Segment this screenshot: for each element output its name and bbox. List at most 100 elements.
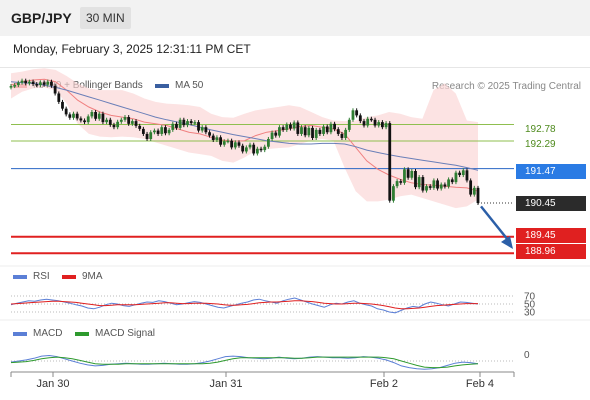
candle-body (465, 170, 469, 181)
candle-body (336, 129, 340, 134)
candle-body (259, 148, 263, 151)
candle-body (68, 114, 72, 118)
candle-body (164, 127, 167, 134)
candle-body (97, 113, 101, 119)
candle-body (222, 141, 226, 145)
candle-body (171, 123, 175, 130)
candle-body (39, 82, 42, 86)
candle-body (274, 132, 278, 136)
legend-swatch (62, 274, 76, 279)
candle-body (167, 129, 171, 134)
candle-body (105, 119, 109, 123)
legend-swatch (13, 274, 27, 279)
candle-body (24, 80, 28, 84)
legend-rsi-9ma: 9MA (62, 271, 103, 282)
candle-body (270, 132, 274, 139)
candle-body (406, 169, 410, 178)
candle-body (377, 122, 381, 126)
legend-swatch (13, 331, 27, 336)
candle-body (178, 119, 182, 128)
candle-body (134, 121, 138, 126)
candle-body (347, 119, 351, 130)
forecast-arrow-head (501, 236, 513, 249)
candle-body (362, 121, 366, 126)
candle-body (156, 130, 160, 134)
level-tag-192-29: 192.29 (525, 139, 556, 150)
level-tag-191-47: 191.47 (516, 164, 586, 179)
candle-body (285, 124, 289, 130)
candle-body (16, 82, 20, 86)
candle-body (94, 112, 97, 119)
macd-signal-line (10, 356, 479, 369)
candle-body (439, 184, 443, 189)
candle-body (454, 172, 458, 183)
candle-body (182, 119, 186, 126)
candle-body (149, 132, 153, 139)
candle-body (57, 93, 61, 102)
candle-body (20, 80, 24, 83)
candle-body (116, 121, 120, 128)
candle-body (351, 110, 355, 120)
candle-body (318, 129, 322, 134)
level-tag-189-45: 189.45 (516, 228, 586, 243)
candle-body (160, 127, 164, 134)
candle-body (75, 113, 79, 119)
header-divider (0, 67, 590, 68)
candle-body (86, 116, 90, 123)
candle-body (458, 172, 462, 176)
ma50-line (10, 81, 479, 171)
timeframe-badge[interactable]: 30 MIN (80, 7, 131, 29)
candle-body (417, 177, 421, 188)
candle-body (303, 127, 307, 136)
candle-body (83, 120, 86, 123)
candle-body (123, 117, 127, 120)
candle-body (325, 126, 329, 133)
candle-body (189, 121, 193, 124)
candle-body (436, 180, 439, 189)
candle-body (476, 187, 480, 204)
candle-body (13, 85, 17, 87)
candle-body (9, 86, 13, 88)
level-tag-188-96: 188.96 (516, 244, 586, 259)
candle-body (425, 186, 428, 191)
candle-body (281, 127, 285, 130)
candle-body (373, 119, 377, 126)
legend-label: MA 20 + Bollinger Bands (33, 80, 143, 91)
candle-body (252, 144, 256, 154)
candle-body (333, 123, 336, 130)
candle-body (399, 181, 403, 183)
candle-body (366, 118, 370, 126)
legend-macd: MACD (13, 328, 62, 339)
candle-body (255, 148, 259, 154)
candle-body (296, 122, 300, 134)
candle-body (153, 130, 156, 133)
candle-body (233, 142, 237, 148)
candle-body (197, 122, 200, 131)
legend-label: MACD Signal (95, 328, 156, 339)
candle-body (289, 124, 292, 129)
candle-body (61, 101, 64, 109)
candle-body (230, 140, 234, 148)
candle-body (35, 84, 39, 86)
candle-body (46, 81, 50, 85)
candle-body (175, 123, 178, 128)
candle-body (395, 181, 399, 187)
candle-body (469, 180, 473, 195)
x-tick-label: Jan 30 (36, 378, 69, 390)
macd-line (10, 354, 479, 370)
candle-body (300, 127, 303, 134)
candle-body (64, 108, 68, 115)
research-credit: Research © 2025 Trading Central (431, 81, 581, 92)
legend-label: 9MA (82, 271, 103, 282)
candle-body (344, 129, 348, 138)
candle-body (244, 147, 248, 152)
candle-body (450, 179, 454, 183)
candle-body (130, 121, 134, 124)
candle-body (72, 113, 75, 118)
candle-body (193, 122, 197, 124)
candle-body (200, 127, 204, 131)
candle-body (138, 125, 142, 129)
x-tick-label: Feb 4 (466, 378, 494, 390)
legend-rsi: RSI (13, 271, 50, 282)
